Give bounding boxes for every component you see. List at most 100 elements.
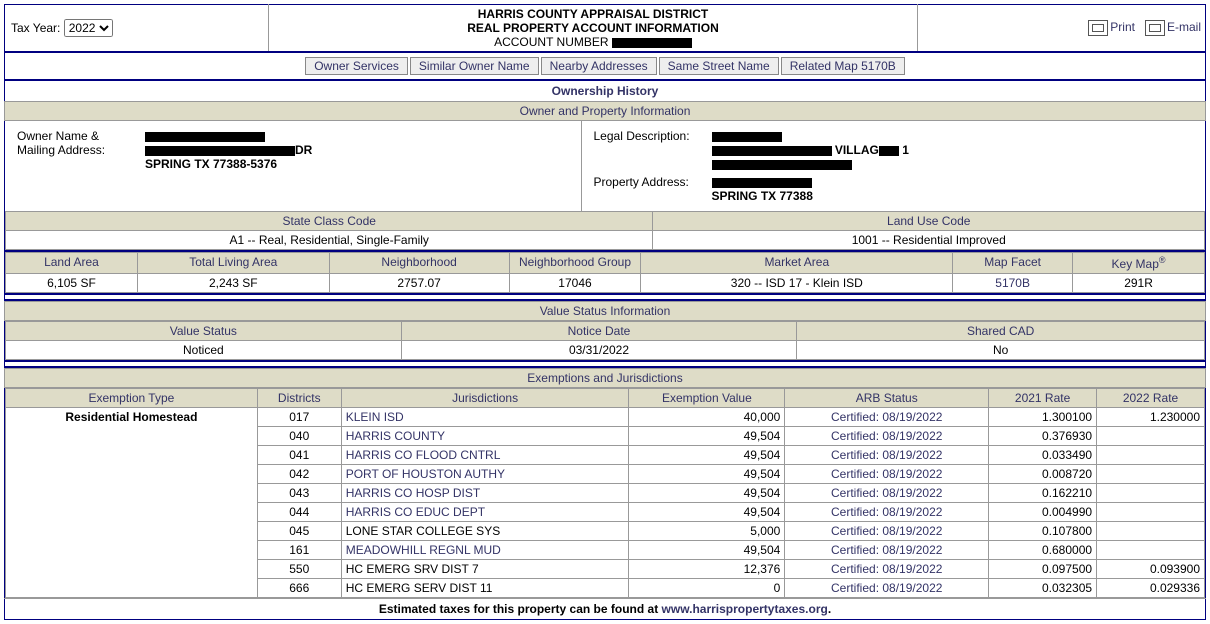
arb-status-link[interactable]: Certified: 08/19/2022 (831, 467, 942, 481)
email-icon (1145, 20, 1165, 36)
rate-2021: 0.033490 (989, 446, 1097, 465)
legal-line3-redacted (712, 160, 852, 170)
owner-name-label-2: Mailing Address: (17, 143, 105, 157)
arb-status-link[interactable]: Certified: 08/19/2022 (831, 429, 942, 443)
jurisdiction-name: HARRIS COUNTY (341, 427, 629, 446)
land-use-link[interactable]: Land Use Code (887, 214, 970, 228)
arb-status-link[interactable]: Certified: 08/19/2022 (831, 562, 942, 576)
email-link[interactable]: E-mail (1145, 20, 1201, 34)
district-code: 042 (257, 465, 341, 484)
jurisdiction-name: HARRIS CO EDUC DEPT (341, 503, 629, 522)
exemption-value: 5,000 (629, 522, 785, 541)
value-status-col1: Value Status (6, 322, 402, 341)
tax-year-label: Tax Year: (11, 21, 60, 35)
owner-name-label-1: Owner Name & (17, 129, 99, 143)
arb-status-link[interactable]: Certified: 08/19/2022 (831, 505, 942, 519)
neighborhood-link[interactable]: Neighborhood (381, 255, 456, 269)
exemption-value: 12,376 (629, 560, 785, 579)
arb-status-link[interactable]: Certified: 08/19/2022 (831, 543, 942, 557)
jurisdiction-link[interactable]: HARRIS COUNTY (346, 429, 445, 443)
district-code: 040 (257, 427, 341, 446)
tab-owner-services[interactable]: Owner Services (305, 57, 408, 75)
print-link[interactable]: Print (1088, 20, 1138, 34)
district-code: 017 (257, 408, 341, 427)
value-status-val3: No (797, 341, 1205, 360)
jurisdiction-link[interactable]: PORT OF HOUSTON AUTHY (346, 467, 505, 481)
rate-2021: 1.300100 (989, 408, 1097, 427)
arb-status-link[interactable]: Certified: 08/19/2022 (831, 410, 942, 424)
jurisdiction-name: LONE STAR COLLEGE SYS (341, 522, 629, 541)
table-row: Residential Homestead017KLEIN ISD40,000C… (6, 408, 1205, 427)
arb-status-link[interactable]: Certified: 08/19/2022 (831, 486, 942, 500)
living-area-val: 2,243 SF (137, 274, 329, 293)
jurisdiction-name: HC EMERG SRV DIST 7 (341, 560, 629, 579)
jurisdiction-link[interactable]: HARRIS CO EDUC DEPT (346, 505, 485, 519)
col-districts: Districts (257, 389, 341, 408)
jurisdiction-link[interactable]: HARRIS CO FLOOD CNTRL (346, 448, 501, 462)
rate-2021: 0.032305 (989, 579, 1097, 598)
tab-related-map-5170b[interactable]: Related Map 5170B (781, 57, 905, 75)
rate-2021: 0.162210 (989, 484, 1097, 503)
jurisdiction-link[interactable]: HARRIS CO HOSP DIST (346, 486, 480, 500)
tabs-row: Owner ServicesSimilar Owner NameNearby A… (5, 53, 1206, 79)
state-class-value: A1 -- Real, Residential, Single-Family (6, 231, 653, 250)
tab-nearby-addresses[interactable]: Nearby Addresses (541, 57, 657, 75)
col-jurisdictions-link[interactable]: Jurisdictions (452, 391, 518, 405)
rate-2022: 0.029336 (1097, 579, 1205, 598)
rate-2021: 0.107800 (989, 522, 1097, 541)
jurisdiction-name: PORT OF HOUSTON AUTHY (341, 465, 629, 484)
exemption-type-value: Residential Homestead (6, 408, 258, 598)
rate-2022 (1097, 522, 1205, 541)
print-icon (1088, 20, 1108, 36)
value-status-col2: Notice Date (401, 322, 797, 341)
exemption-value: 49,504 (629, 541, 785, 560)
value-status-col3: Shared CAD (797, 322, 1205, 341)
rate-2021: 0.097500 (989, 560, 1097, 579)
col-rate-2021: 2021 Rate (989, 389, 1097, 408)
arb-status-link[interactable]: Certified: 08/19/2022 (831, 581, 942, 595)
legal-desc-label: Legal Description: (594, 129, 690, 143)
state-class-link[interactable]: State Class Code (283, 214, 376, 228)
tab-same-street-name[interactable]: Same Street Name (659, 57, 779, 75)
legal-line1-redacted (712, 132, 782, 142)
land-area-hdr: Land Area (6, 253, 138, 274)
living-area-hdr: Total Living Area (137, 253, 329, 274)
col-arb-link[interactable]: ARB Status (856, 391, 918, 405)
neighborhood-group-hdr: Neighborhood Group (509, 253, 641, 274)
arb-status-link[interactable]: Certified: 08/19/2022 (831, 524, 942, 538)
footer-prefix: Estimated taxes for this property can be… (379, 602, 662, 616)
jurisdiction-link[interactable]: KLEIN ISD (346, 410, 404, 424)
land-use-value: 1001 -- Residential Improved (653, 231, 1205, 250)
col-exemption-value: Exemption Value (629, 389, 785, 408)
rate-2022 (1097, 465, 1205, 484)
district-code: 550 (257, 560, 341, 579)
header-title-3-prefix: ACCOUNT NUMBER (494, 35, 608, 49)
tab-similar-owner-name[interactable]: Similar Owner Name (410, 57, 539, 75)
owner-info-header: Owner and Property Information (5, 102, 1206, 121)
rate-2021: 0.008720 (989, 465, 1097, 484)
tax-year-select[interactable]: 2022 (64, 19, 113, 37)
rate-2022: 1.230000 (1097, 408, 1205, 427)
exemption-value: 0 (629, 579, 785, 598)
exemption-value: 40,000 (629, 408, 785, 427)
owner-name-redacted (145, 132, 265, 142)
ownership-history-link[interactable]: Ownership History (5, 81, 1205, 101)
map-facet-hdr: Map Facet (953, 253, 1073, 274)
key-map-link[interactable]: Key Map® (1112, 257, 1166, 271)
district-code: 161 (257, 541, 341, 560)
arb-status-link[interactable]: Certified: 08/19/2022 (831, 448, 942, 462)
exemption-value: 49,504 (629, 427, 785, 446)
rate-2022 (1097, 484, 1205, 503)
neighborhood-val: 2757.07 (329, 274, 509, 293)
footer-link[interactable]: www.harrispropertytaxes.org (662, 602, 828, 616)
jurisdiction-name: KLEIN ISD (341, 408, 629, 427)
value-status-header: Value Status Information (5, 302, 1206, 321)
prop-city: SPRING TX 77388 (712, 189, 813, 203)
header-title-2: REAL PROPERTY ACCOUNT INFORMATION (273, 21, 913, 35)
value-status-val2: 03/31/2022 (401, 341, 797, 360)
jurisdiction-name: HC EMERG SERV DIST 11 (341, 579, 629, 598)
jurisdiction-name: HARRIS CO FLOOD CNTRL (341, 446, 629, 465)
footer-suffix: . (828, 602, 831, 616)
map-facet-val-link[interactable]: 5170B (995, 276, 1030, 290)
jurisdiction-link[interactable]: MEADOWHILL REGNL MUD (346, 543, 501, 557)
